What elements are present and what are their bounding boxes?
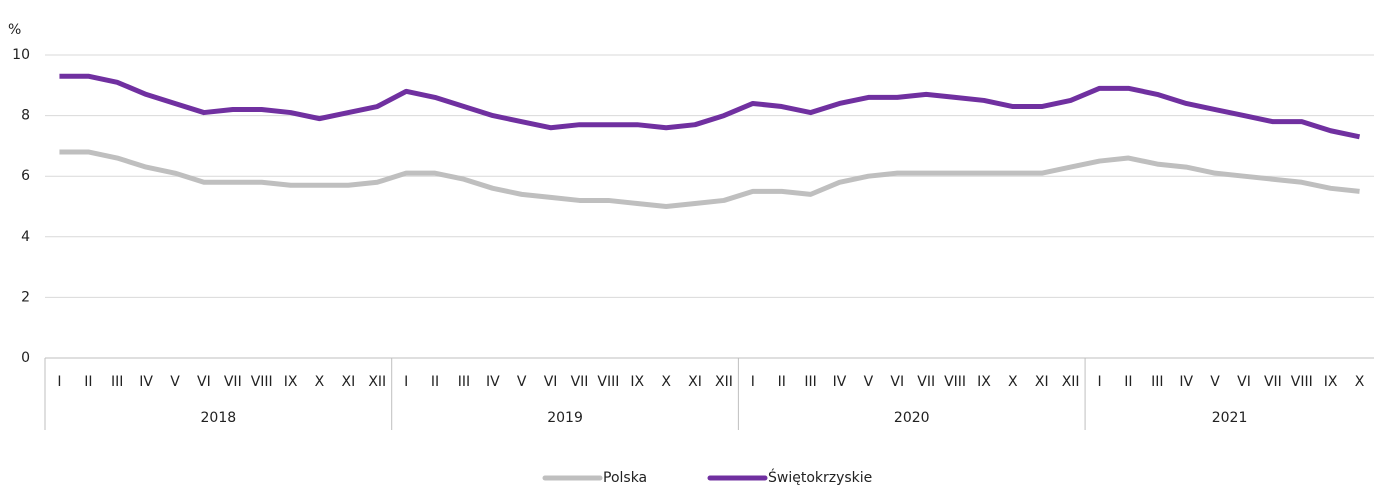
x-tick-label: XI (1035, 374, 1049, 390)
x-tick-label: VI (890, 374, 904, 390)
x-tick-label: II (431, 374, 439, 390)
x-tick-label: VII (224, 374, 242, 390)
x-tick-label: IV (1179, 374, 1193, 390)
y-tick-label: 10 (12, 47, 30, 63)
x-tick-label: VIII (944, 374, 966, 390)
group-label: 2019 (547, 410, 583, 426)
x-tick-label: VII (917, 374, 935, 390)
x-tick-label: VII (1264, 374, 1282, 390)
y-tick-label: 0 (21, 350, 30, 366)
x-tick-label: IV (139, 374, 153, 390)
x-tick-label: X (661, 374, 671, 390)
x-tick-label: II (1124, 374, 1132, 390)
y-axis-label: % (8, 22, 21, 38)
x-tick-label: V (1210, 374, 1220, 390)
y-tick-label: 8 (21, 108, 30, 124)
y-tick-label: 2 (21, 289, 30, 305)
x-tick-label: V (517, 374, 527, 390)
group-label: 2021 (1212, 410, 1248, 426)
line-series (59, 73, 1361, 140)
x-tick-label: XI (688, 374, 702, 390)
x-tick-label: IX (1324, 374, 1338, 390)
x-tick-label: VIII (1291, 374, 1313, 390)
x-tick-label: III (458, 374, 470, 390)
x-tick-label: XII (368, 374, 386, 390)
x-tick-label: IX (977, 374, 991, 390)
x-tick-label: V (170, 374, 180, 390)
x-tick-label: X (315, 374, 325, 390)
x-tick-label: VII (571, 374, 589, 390)
x-tick-label: V (864, 374, 874, 390)
x-tick-label: I (404, 374, 408, 390)
x-tick-label: III (804, 374, 816, 390)
x-tick-label: XII (1062, 374, 1080, 390)
group-label: 2020 (894, 410, 930, 426)
x-tick-label: II (84, 374, 92, 390)
group-label: 2018 (201, 410, 237, 426)
x-tick-label: X (1355, 374, 1365, 390)
x-tick-label: VI (544, 374, 558, 390)
x-tick-label: I (751, 374, 755, 390)
x-tick-label: X (1008, 374, 1018, 390)
x-tick-label: I (57, 374, 61, 390)
x-tick-label: III (1151, 374, 1163, 390)
line-series (59, 149, 1360, 209)
x-tick-label: VIII (597, 374, 619, 390)
x-tick-label: III (111, 374, 123, 390)
x-tick-label: VIII (251, 374, 273, 390)
x-tick-label: VI (197, 374, 211, 390)
x-tick-label: II (778, 374, 786, 390)
x-tick-label: IX (630, 374, 644, 390)
x-tick-label: I (1097, 374, 1101, 390)
y-tick-label: 6 (21, 168, 30, 184)
legend-label: Polska (603, 470, 647, 486)
legend-label: Świętokrzyskie (768, 468, 872, 486)
y-tick-label: 4 (21, 229, 30, 245)
x-tick-label: IX (284, 374, 298, 390)
x-tick-label: IV (833, 374, 847, 390)
x-tick-label: IV (486, 374, 500, 390)
x-tick-label: VI (1237, 374, 1251, 390)
x-tick-label: XII (715, 374, 733, 390)
x-tick-label: XI (341, 374, 355, 390)
